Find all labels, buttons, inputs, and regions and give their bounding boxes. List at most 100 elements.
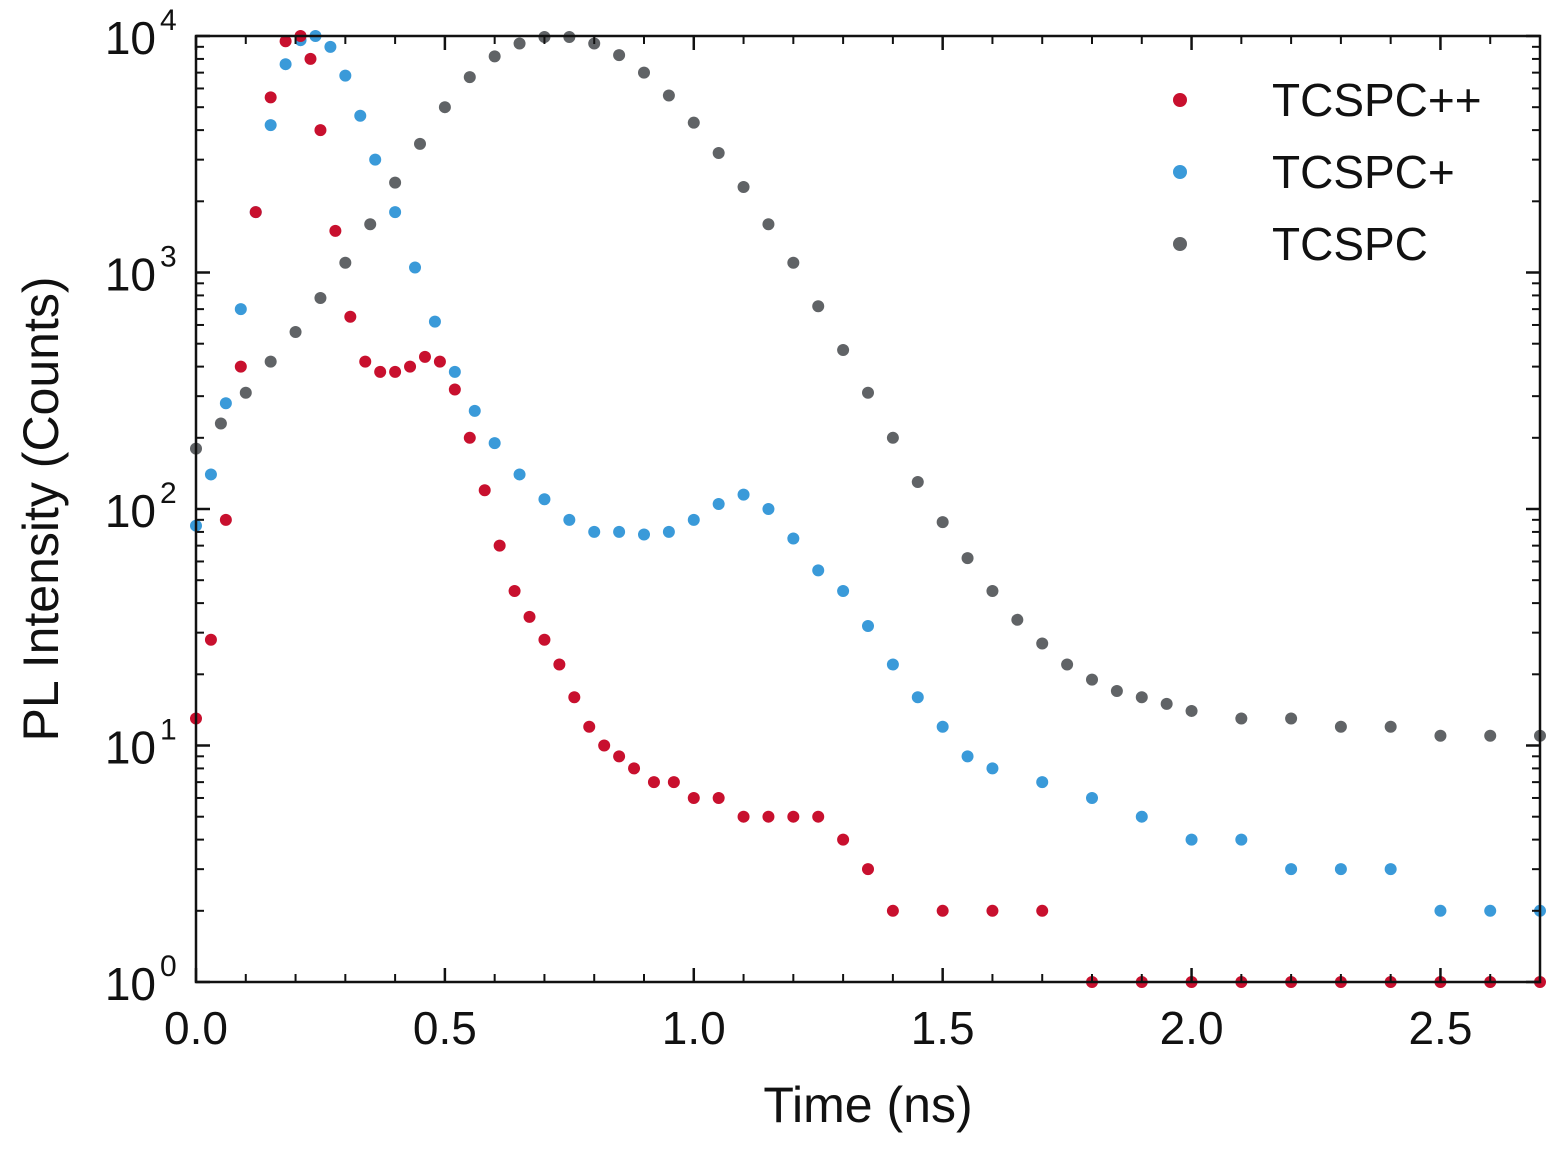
data-point bbox=[1285, 863, 1298, 876]
data-point bbox=[563, 513, 576, 526]
data-point bbox=[1285, 712, 1298, 725]
data-point bbox=[961, 750, 974, 763]
data-point bbox=[667, 776, 680, 789]
data-point bbox=[344, 310, 357, 323]
data-point bbox=[468, 404, 481, 417]
data-point bbox=[986, 762, 999, 775]
data-point bbox=[936, 904, 949, 917]
series-tcspcp bbox=[190, 30, 1546, 917]
legend-marker bbox=[1173, 237, 1187, 251]
data-point bbox=[374, 365, 387, 378]
data-point bbox=[508, 585, 521, 598]
data-point bbox=[264, 91, 277, 104]
data-point bbox=[1036, 776, 1049, 789]
data-point bbox=[1061, 658, 1074, 671]
data-point bbox=[538, 493, 551, 506]
y-tick-label: 10 bbox=[105, 249, 156, 301]
data-point bbox=[1484, 904, 1497, 917]
data-point bbox=[264, 119, 277, 132]
y-tick-label: 10 bbox=[105, 485, 156, 537]
data-point bbox=[936, 720, 949, 733]
data-point bbox=[1235, 712, 1248, 725]
data-point bbox=[204, 468, 217, 481]
y-tick-exponent: 0 bbox=[160, 950, 177, 983]
data-point bbox=[598, 739, 611, 752]
legend: TCSPC++ TCSPC+ TCSPC bbox=[1173, 74, 1482, 270]
data-point bbox=[647, 776, 660, 789]
data-point bbox=[1384, 863, 1397, 876]
data-point bbox=[488, 437, 501, 450]
data-point bbox=[523, 610, 536, 623]
x-tick-label: 1.5 bbox=[911, 1002, 975, 1054]
data-point bbox=[862, 620, 874, 633]
legend-label: TCSPC bbox=[1272, 218, 1428, 270]
data-point bbox=[1135, 810, 1148, 823]
data-point bbox=[1434, 729, 1447, 742]
data-point bbox=[1434, 904, 1447, 917]
data-point bbox=[613, 750, 626, 763]
data-point bbox=[354, 109, 367, 122]
y-tick-exponent: 4 bbox=[160, 4, 177, 37]
data-point bbox=[986, 904, 999, 917]
data-point bbox=[687, 513, 700, 526]
data-point bbox=[314, 292, 327, 305]
data-point bbox=[837, 585, 850, 598]
legend-marker bbox=[1173, 165, 1187, 179]
data-point bbox=[493, 539, 506, 552]
data-point bbox=[583, 720, 596, 733]
data-point bbox=[448, 383, 461, 396]
data-point bbox=[428, 315, 441, 328]
data-point bbox=[712, 147, 725, 160]
data-point bbox=[234, 360, 247, 373]
data-point bbox=[513, 468, 526, 481]
y-tick-exponent: 1 bbox=[160, 714, 177, 747]
data-point bbox=[886, 904, 899, 917]
data-point bbox=[687, 116, 700, 129]
series-tcspcpp bbox=[190, 30, 1546, 988]
data-point bbox=[662, 525, 675, 538]
data-point bbox=[1110, 684, 1123, 697]
x-tick-label: 1.0 bbox=[662, 1002, 726, 1054]
data-point bbox=[433, 355, 446, 368]
data-point bbox=[737, 488, 750, 501]
data-point bbox=[1135, 691, 1148, 704]
data-point bbox=[911, 476, 924, 489]
data-point bbox=[737, 180, 750, 193]
data-point bbox=[1160, 697, 1173, 710]
data-point bbox=[364, 218, 377, 231]
data-point bbox=[553, 658, 566, 671]
data-point bbox=[1384, 720, 1397, 733]
data-point bbox=[613, 49, 626, 62]
data-point bbox=[234, 303, 247, 316]
x-tick-label: 0.0 bbox=[164, 1002, 228, 1054]
data-point bbox=[812, 564, 825, 577]
data-point bbox=[862, 863, 874, 876]
data-point bbox=[862, 386, 874, 399]
data-point bbox=[538, 633, 551, 646]
data-point bbox=[1011, 613, 1024, 626]
data-point bbox=[438, 101, 451, 114]
data-point bbox=[513, 37, 526, 50]
data-point bbox=[588, 525, 601, 538]
data-point bbox=[886, 431, 899, 444]
legend-marker bbox=[1173, 93, 1187, 107]
data-point bbox=[404, 360, 417, 373]
data-point bbox=[463, 71, 476, 84]
data-point bbox=[712, 791, 725, 804]
y-axis-title: PL Intensity (Counts) bbox=[13, 276, 69, 741]
data-point bbox=[214, 417, 227, 430]
data-point bbox=[1185, 833, 1198, 846]
data-point bbox=[314, 124, 327, 137]
data-point bbox=[712, 497, 725, 510]
data-point bbox=[837, 833, 850, 846]
x-tick-label: 0.5 bbox=[413, 1002, 477, 1054]
data-point bbox=[1036, 904, 1049, 917]
y-tick-label: 10 bbox=[105, 722, 156, 774]
series-tcspc bbox=[190, 31, 1546, 742]
data-point bbox=[687, 791, 700, 804]
data-point bbox=[762, 218, 775, 231]
data-point bbox=[204, 633, 217, 646]
data-point bbox=[787, 532, 800, 545]
data-point bbox=[911, 691, 924, 704]
